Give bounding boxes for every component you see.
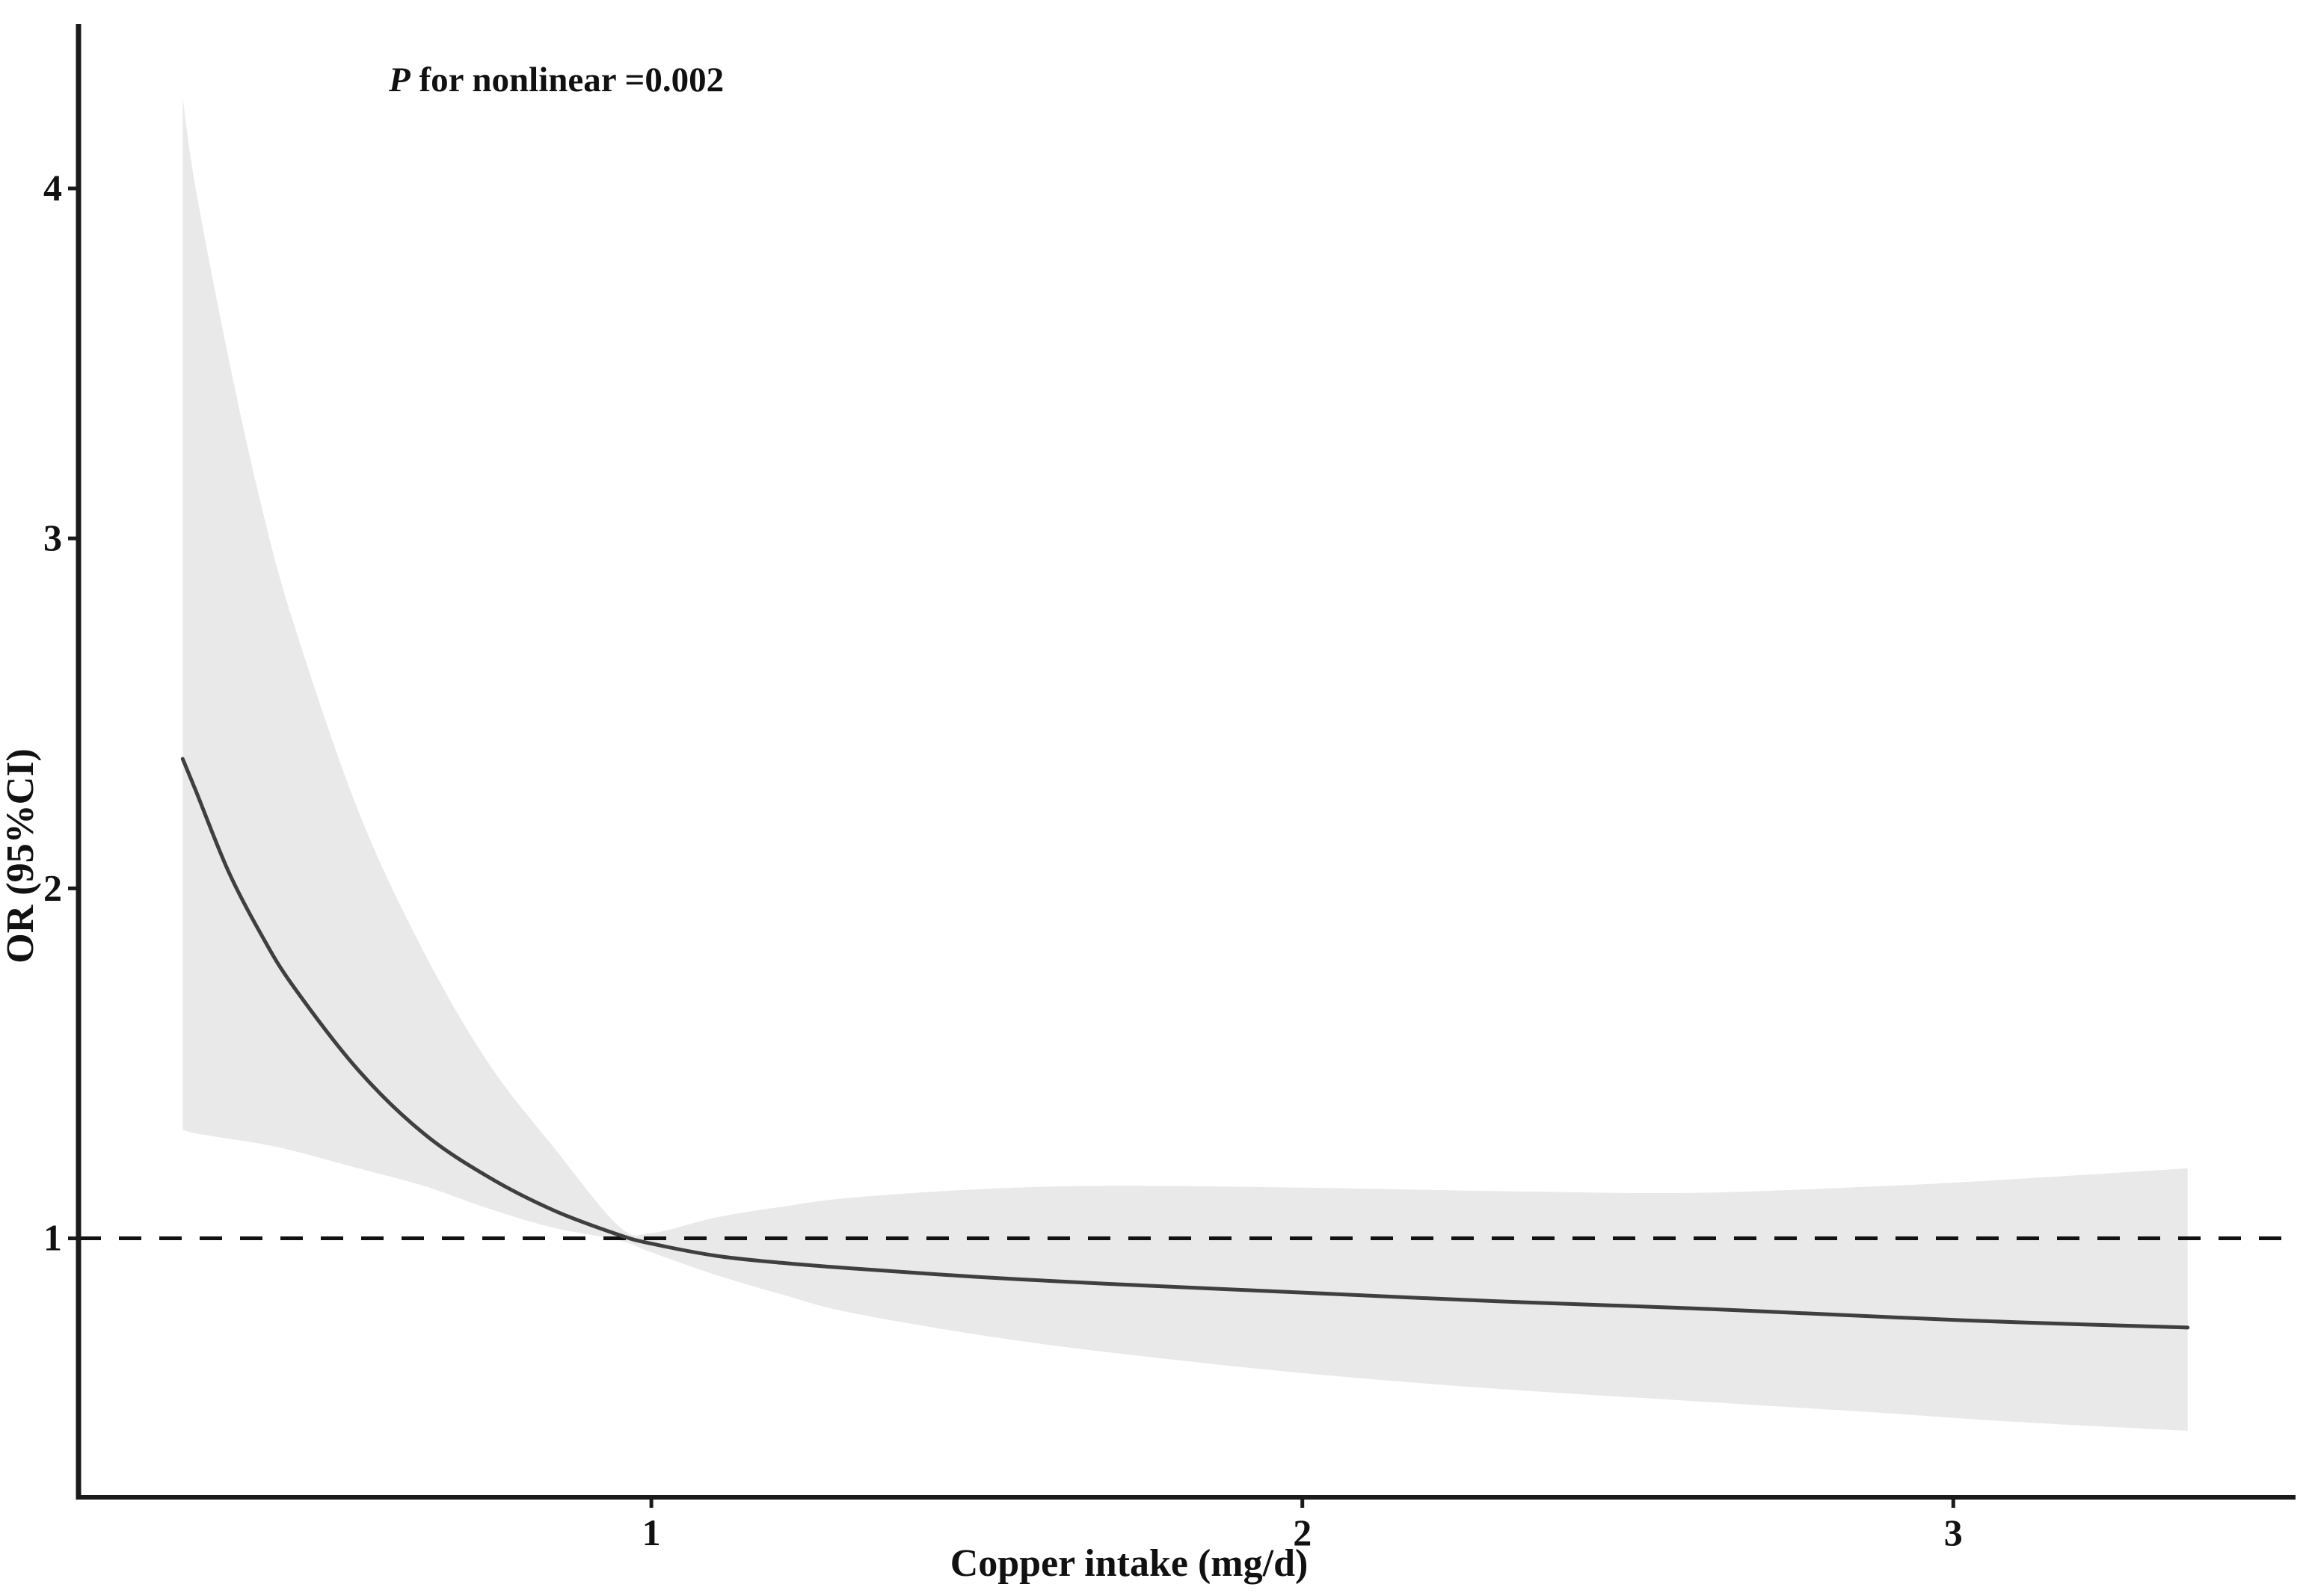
y-tick-label: 4 (43, 167, 62, 209)
y-axis-title: OR (95%CI) (0, 748, 42, 963)
y-tick-label: 1 (43, 1217, 62, 1259)
or-curve (180, 757, 2190, 1330)
ci-band (182, 97, 2188, 1431)
x-tick-label: 3 (1944, 1512, 1963, 1553)
x-tick-label: 1 (642, 1512, 661, 1553)
plot-area: 1 2 3 4 1 2 3 (43, 24, 2296, 1553)
y-tick-label: 2 (43, 866, 62, 908)
y-tick-label: 3 (43, 517, 62, 558)
x-axis-title: Copper intake (mg/d) (950, 1542, 1309, 1585)
annotation-p-italic: P (388, 61, 411, 99)
nonlinearity-annotation: P for nonlinear =0.002 (388, 61, 724, 99)
x-tick-label: 2 (1293, 1512, 1312, 1553)
annotation-text: for nonlinear =0.002 (419, 61, 724, 99)
